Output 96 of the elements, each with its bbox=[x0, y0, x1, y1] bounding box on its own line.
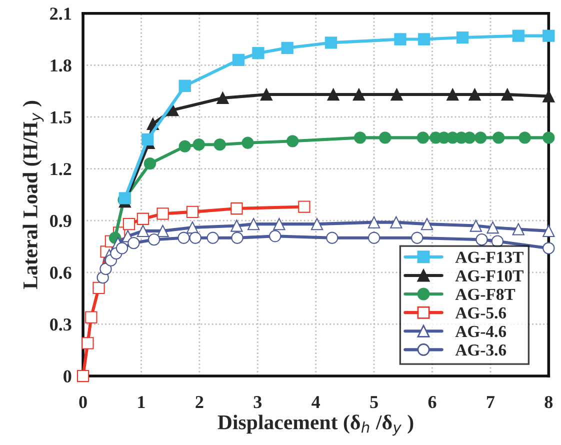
point bbox=[354, 132, 366, 144]
point bbox=[100, 262, 112, 276]
point bbox=[326, 232, 338, 244]
point bbox=[416, 132, 430, 144]
point bbox=[418, 33, 430, 46]
point bbox=[368, 216, 380, 228]
point bbox=[298, 200, 310, 213]
point bbox=[76, 370, 90, 382]
x-tick-label: 5 bbox=[370, 396, 378, 408]
point bbox=[128, 236, 140, 250]
x-tick-label: 1 bbox=[138, 396, 145, 408]
x-tick-label: 4 bbox=[312, 396, 320, 408]
point bbox=[232, 54, 245, 66]
point bbox=[214, 138, 226, 151]
y-tick-label: 1.8 bbox=[50, 59, 72, 72]
point bbox=[476, 234, 488, 246]
point bbox=[456, 31, 469, 44]
point bbox=[260, 88, 272, 101]
point bbox=[420, 218, 434, 230]
point bbox=[470, 220, 482, 232]
y-tick-label: 1.2 bbox=[50, 163, 72, 176]
point bbox=[542, 30, 555, 42]
point bbox=[512, 30, 524, 42]
point bbox=[281, 42, 294, 54]
point bbox=[82, 337, 94, 350]
x-tick-label: 2 bbox=[196, 396, 204, 408]
point bbox=[486, 221, 499, 234]
point bbox=[92, 282, 105, 294]
point bbox=[148, 234, 160, 246]
point bbox=[230, 220, 243, 232]
point bbox=[206, 232, 219, 244]
point bbox=[231, 232, 244, 244]
point bbox=[116, 242, 128, 254]
y-tick-label: 0.6 bbox=[50, 266, 72, 279]
point bbox=[142, 133, 154, 146]
point bbox=[352, 88, 365, 101]
point bbox=[156, 208, 169, 220]
point bbox=[327, 88, 340, 101]
point bbox=[144, 158, 156, 170]
point bbox=[512, 223, 524, 236]
point bbox=[492, 132, 505, 144]
legend-label: AG-F8T bbox=[455, 288, 516, 300]
point bbox=[242, 136, 254, 149]
point bbox=[189, 232, 202, 244]
point bbox=[273, 218, 286, 230]
point bbox=[216, 92, 229, 104]
point bbox=[542, 224, 555, 238]
y-tick-label: 0.3 bbox=[50, 318, 72, 331]
legend-label: AG-F13T bbox=[455, 252, 524, 263]
legend-label: AG-4.6 bbox=[455, 326, 506, 338]
point bbox=[379, 132, 392, 144]
point bbox=[491, 235, 504, 248]
point bbox=[518, 132, 531, 144]
point bbox=[542, 242, 555, 254]
y-tick-label: 1.5 bbox=[50, 111, 72, 124]
point bbox=[136, 212, 150, 225]
x-axis-title: Displacement (δ$_{h}$ /δ$_{y}$ ) bbox=[218, 414, 414, 436]
y-tick-label: 0.9 bbox=[50, 214, 72, 228]
x-tick-label: 0 bbox=[79, 396, 87, 408]
point bbox=[178, 140, 191, 152]
point bbox=[85, 311, 98, 324]
legend-label: AG-F10T bbox=[455, 270, 524, 282]
point bbox=[252, 46, 264, 60]
point bbox=[122, 218, 136, 230]
point bbox=[178, 80, 191, 92]
legend-label: AG-3.6 bbox=[455, 344, 506, 356]
point bbox=[166, 104, 179, 116]
point bbox=[186, 206, 199, 218]
point bbox=[501, 88, 514, 101]
point bbox=[542, 90, 555, 102]
point bbox=[230, 202, 243, 215]
point bbox=[411, 232, 424, 244]
x-tick-label: 6 bbox=[428, 396, 436, 408]
point bbox=[390, 216, 402, 228]
point bbox=[310, 218, 324, 230]
point bbox=[474, 132, 487, 144]
y-axis-title: Lateral Load (H/H$_{y}$ ) bbox=[22, 100, 44, 290]
point bbox=[286, 135, 299, 148]
y-tick-label: 2.1 bbox=[50, 8, 71, 20]
point bbox=[192, 138, 205, 151]
x-tick-label: 7 bbox=[486, 396, 495, 408]
point bbox=[368, 232, 380, 244]
point bbox=[394, 33, 406, 46]
x-tick-label: 8 bbox=[544, 396, 553, 408]
y-tick-label: 0 bbox=[64, 370, 72, 382]
point bbox=[324, 36, 338, 49]
point bbox=[446, 88, 459, 101]
point bbox=[468, 88, 481, 101]
point bbox=[247, 218, 260, 230]
point bbox=[542, 132, 555, 144]
point bbox=[136, 224, 150, 238]
legend-label: AG-5.6 bbox=[455, 307, 506, 319]
x-tick-label: 3 bbox=[254, 396, 262, 408]
point bbox=[178, 232, 190, 244]
point bbox=[390, 88, 403, 101]
point bbox=[269, 230, 282, 242]
